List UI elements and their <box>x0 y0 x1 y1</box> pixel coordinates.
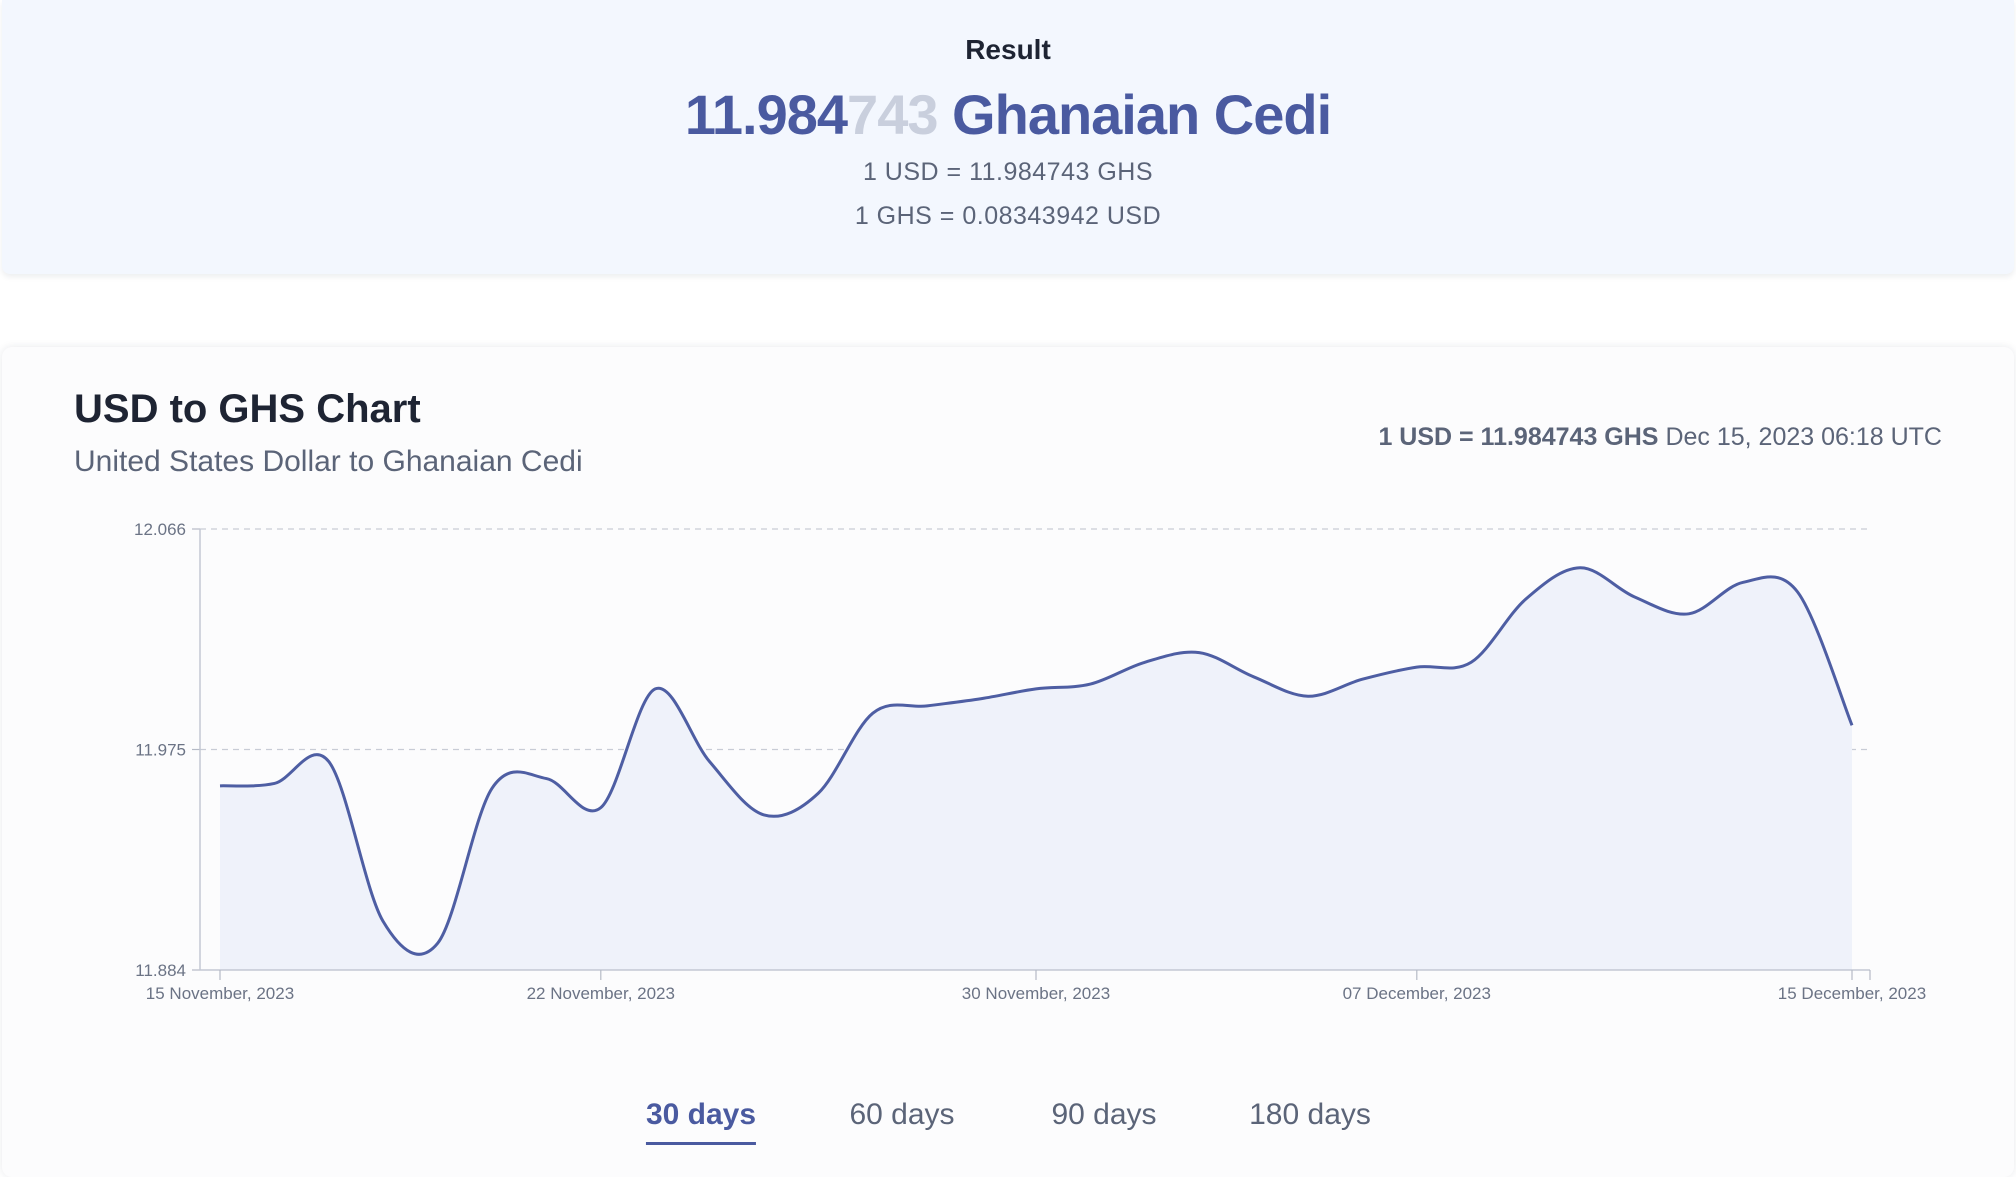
data-point[interactable] <box>758 809 770 821</box>
tab-180-days[interactable]: 180 days <box>1249 1098 1371 1131</box>
data-point[interactable] <box>1030 683 1042 695</box>
x-tick-label: 15 November, 2023 <box>146 984 294 1003</box>
y-tick-label: 11.975 <box>135 741 186 760</box>
result-amount-main: 11.984 <box>684 83 848 146</box>
rate-usd-to-ghs: 1 USD = 11.984743 GHS <box>862 158 1154 186</box>
data-point[interactable] <box>1628 591 1640 603</box>
period-tabs: 30 days 60 days 90 days 180 days <box>0 1098 2016 1158</box>
data-point[interactable] <box>1520 593 1532 605</box>
data-point[interactable] <box>595 802 607 814</box>
data-point[interactable] <box>377 916 389 928</box>
data-point[interactable] <box>540 773 552 785</box>
data-point[interactable] <box>1302 690 1314 702</box>
data-point[interactable] <box>1193 647 1205 659</box>
data-point[interactable] <box>1411 661 1423 673</box>
data-point[interactable] <box>1465 656 1477 668</box>
result-amount-faded: 743 <box>847 83 938 146</box>
x-tick-label: 30 November, 2023 <box>962 984 1110 1003</box>
tab-30-days[interactable]: 30 days <box>645 1098 757 1145</box>
data-point[interactable] <box>1248 671 1260 683</box>
tab-90-days[interactable]: 90 days <box>1051 1098 1157 1131</box>
result-label: Result <box>965 34 1051 65</box>
data-point[interactable] <box>867 707 879 719</box>
data-point[interactable] <box>976 693 988 705</box>
result-currency-name: Ghanaian Cedi <box>952 83 1332 146</box>
data-point[interactable] <box>1356 673 1368 685</box>
data-point[interactable] <box>1084 678 1096 690</box>
chart-timestamp: Dec 15, 2023 06:18 UTC <box>1665 423 1942 451</box>
data-point[interactable] <box>1574 562 1586 574</box>
data-point[interactable] <box>1846 719 1858 731</box>
data-point[interactable] <box>1139 656 1151 668</box>
data-point[interactable] <box>1683 608 1695 620</box>
data-point[interactable] <box>486 782 498 794</box>
data-point[interactable] <box>323 756 335 768</box>
chart-current-rate: 1 USD = 11.984743 GHS Dec 15, 2023 06:18… <box>1378 423 1942 452</box>
data-point[interactable] <box>268 777 280 789</box>
y-tick-label: 12.066 <box>134 520 186 539</box>
data-point[interactable] <box>214 780 226 792</box>
rate-ghs-to-usd: 1 GHS = 0.08343942 USD <box>854 202 1162 230</box>
tab-60-days[interactable]: 60 days <box>849 1098 955 1131</box>
series-area <box>220 567 1852 970</box>
data-point[interactable] <box>812 787 824 799</box>
chart-subtitle: United States Dollar to Ghanaian Cedi <box>74 445 583 478</box>
data-point[interactable] <box>704 756 716 768</box>
x-tick-label: 07 December, 2023 <box>1343 984 1491 1003</box>
series-line[interactable] <box>219 566 1854 956</box>
data-point[interactable] <box>649 683 661 695</box>
result-panel: Result 11.984743 Ghanaian Cedi 1 USD = 1… <box>2 0 2014 274</box>
data-point[interactable] <box>1737 576 1749 588</box>
x-tick-label: 15 December, 2023 <box>1778 984 1926 1003</box>
chart-axes: 11.884 11.975 12.066 15 November, 2023 22 No… <box>134 520 1926 1003</box>
data-point[interactable] <box>921 700 933 712</box>
chart-title: USD to GHS Chart <box>74 387 421 431</box>
chart-rate-value: 1 USD = 11.984743 GHS <box>1378 423 1659 451</box>
result-amount: 11.984743 Ghanaian Cedi <box>2 82 2014 147</box>
y-tick-label: 11.884 <box>135 961 186 980</box>
data-point[interactable] <box>432 937 444 949</box>
data-point[interactable] <box>1792 586 1804 598</box>
x-tick-label: 22 November, 2023 <box>527 984 675 1003</box>
